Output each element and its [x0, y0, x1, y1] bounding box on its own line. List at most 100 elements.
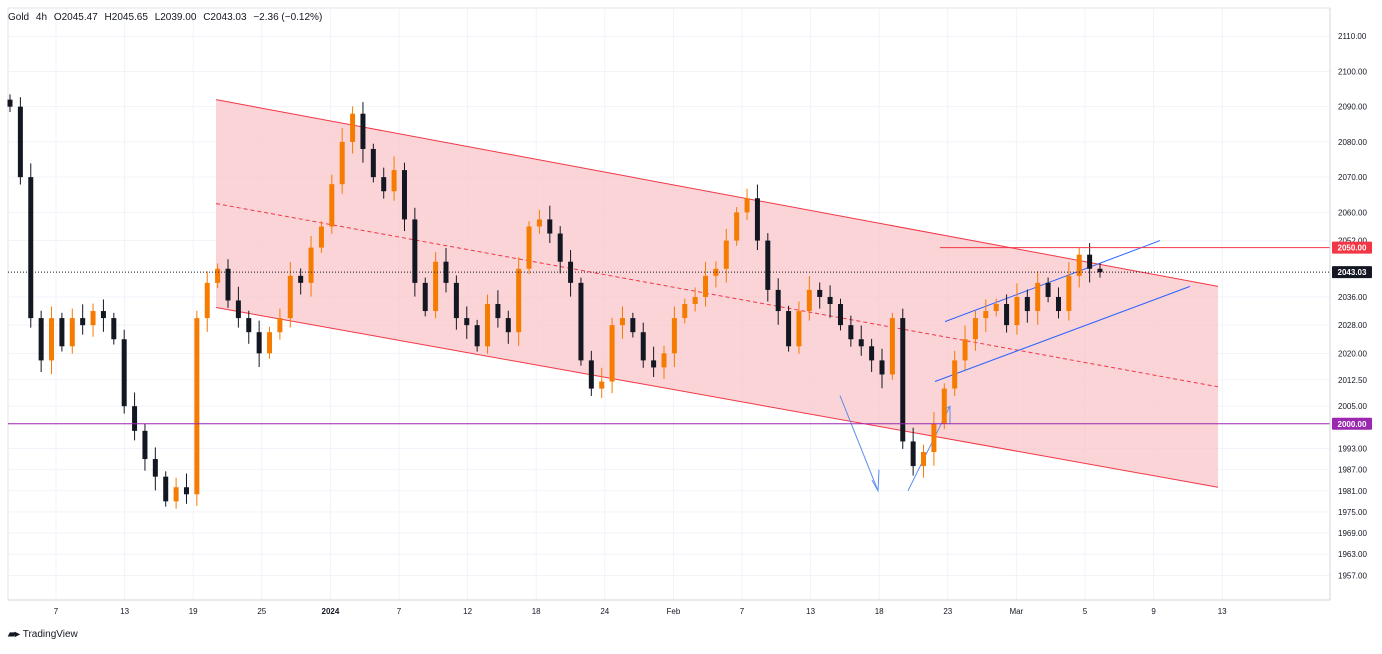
candle-body [536, 219, 542, 227]
candle-body [619, 318, 625, 326]
candle-body [630, 318, 636, 333]
candle-body [682, 304, 688, 319]
down-arrow-line [839, 395, 879, 491]
y-tick-label: 2060.00 [1338, 208, 1367, 217]
x-tick-label: 13 [120, 607, 129, 616]
candle-body [267, 332, 273, 354]
candle-body [713, 268, 719, 276]
brand-footer[interactable]: ▰▸ TradingView [8, 629, 78, 640]
channel-median-line [215, 203, 1219, 388]
candle-body [246, 318, 252, 333]
candle-body [900, 318, 906, 442]
y-tick-label: 2070.00 [1338, 173, 1367, 182]
candle-body [983, 311, 989, 319]
channel-lower-line [215, 307, 1219, 488]
candle-body [28, 177, 34, 319]
y-tick-label: 2090.00 [1338, 103, 1367, 112]
candle-body [1024, 296, 1030, 312]
candle-body [485, 304, 491, 347]
channel-upper-line [215, 99, 1219, 287]
price-label-box [1332, 417, 1372, 430]
candle-body [59, 318, 65, 347]
candle-body [163, 476, 169, 502]
candle-body [1014, 296, 1020, 326]
candle-body [256, 332, 262, 354]
candle-body [817, 289, 823, 297]
candle-body [49, 318, 55, 361]
candle-body [837, 304, 843, 326]
candle-body [651, 360, 657, 368]
x-tick-label: 2024 [322, 607, 340, 616]
x-tick-label: 7 [54, 607, 59, 616]
candle-body [671, 318, 677, 354]
candle-body [765, 240, 771, 290]
candle-body [80, 318, 86, 326]
candle-body [786, 311, 792, 347]
y-tick-label: 2005.00 [1338, 402, 1367, 411]
candle-body [433, 261, 439, 312]
candle-body [734, 212, 740, 241]
candle-body [391, 170, 397, 192]
candle-body [952, 360, 958, 389]
candle-body [152, 459, 158, 477]
price-labels: 2050.00 2043.03 2000.00 [1332, 241, 1372, 430]
candle-body [609, 325, 615, 382]
candle-body [796, 311, 802, 347]
price-label-text: 2043.03 [1338, 268, 1367, 277]
brand-name: TradingView [22, 629, 78, 640]
candle-body [516, 268, 522, 333]
candle-body [194, 318, 200, 495]
candle-body [692, 296, 698, 304]
x-tick-label: 9 [1151, 607, 1156, 616]
y-tick-label: 1963.00 [1338, 550, 1367, 559]
candle-body [100, 311, 106, 319]
candle-body [568, 261, 574, 283]
time-axis[interactable]: 7 13 19 25 2024 7 12 18 24 Feb 7 13 18 23 Mar 5 9 13 [8, 599, 1330, 616]
candle-body [1066, 275, 1072, 312]
candle-body [69, 318, 75, 347]
candle-body [132, 406, 138, 431]
candle-body [17, 106, 23, 178]
x-tick-label: 23 [943, 607, 952, 616]
high-value: H2045.65 [104, 12, 148, 23]
candle-body [931, 423, 937, 452]
candle-body [858, 339, 864, 347]
x-tick-label: 7 [740, 607, 745, 616]
y-tick-label: 2036.00 [1338, 293, 1367, 302]
candle-body [599, 381, 605, 389]
x-tick-label: 5 [1083, 607, 1088, 616]
y-tick-label: 1987.00 [1338, 466, 1367, 475]
y-tick-label: 2012.50 [1338, 376, 1367, 385]
candle-body [1055, 296, 1061, 312]
candle-body [744, 198, 750, 213]
legend-header: Gold 4h O2045.47 H2045.65 L2039.00 C2043… [8, 12, 326, 23]
price-axis[interactable]: 2110.00 2100.00 2090.00 2080.00 2070.00 2060.… [1329, 8, 1367, 600]
candle-body [640, 332, 646, 361]
candle-body [495, 304, 501, 319]
y-tick-label: 1981.00 [1338, 487, 1367, 496]
horizontal-levels [8, 247, 1330, 425]
descending-channel [216, 99, 1218, 488]
price-label-text: 2050.00 [1338, 244, 1367, 253]
symbol-name[interactable]: Gold [8, 12, 30, 23]
candle-body [588, 360, 594, 389]
price-label-box [1332, 241, 1372, 254]
candle-body [204, 282, 210, 319]
down-arrow-head [871, 469, 880, 493]
candle-body [308, 247, 314, 283]
y-tick-label: 2020.00 [1338, 349, 1367, 358]
candle-body [329, 184, 335, 227]
candle-body [401, 170, 407, 220]
candle-body [547, 219, 553, 234]
y-tick-label: 1969.00 [1338, 529, 1367, 538]
x-tick-label: 24 [600, 607, 609, 616]
x-tick-label: 7 [397, 607, 402, 616]
x-tick-label: 12 [463, 607, 472, 616]
candle-body [1076, 254, 1082, 276]
y-tick-label: 1975.00 [1338, 508, 1367, 517]
candle-body [1087, 254, 1093, 269]
interval[interactable]: 4h [35, 12, 48, 23]
candle-body [921, 452, 927, 467]
